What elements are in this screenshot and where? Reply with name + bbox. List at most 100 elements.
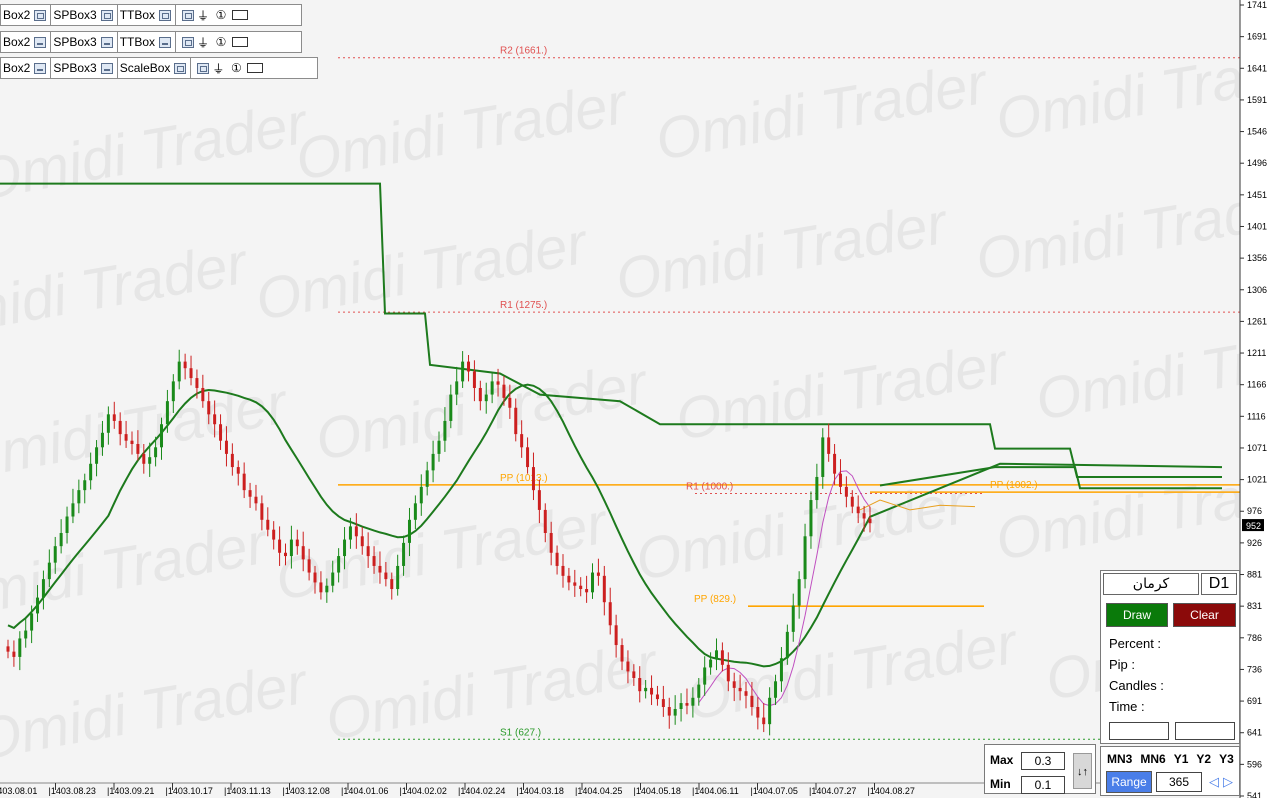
min-value-field[interactable]: 0.1 [1021,776,1065,794]
minimize-icon[interactable] [34,36,47,48]
restore-icon[interactable] [174,62,187,74]
minimize-icon[interactable] [100,36,113,48]
period-y3[interactable]: Y3 [1219,752,1234,766]
candle-body [531,467,535,491]
symbol-box: کرمان [1103,573,1199,595]
period-y1[interactable]: Y1 [1173,752,1189,766]
x-tick-label: |1404.03.18 [517,786,564,796]
restore-icon[interactable] [197,62,210,74]
candle-body [549,532,553,553]
candle-body [95,447,99,464]
candle-body [833,453,837,474]
candle-body [626,661,630,672]
range-value-field[interactable]: 365 [1156,772,1202,792]
max-label: Max [990,753,1014,767]
toolbar-box-spbox3[interactable]: SPBox3 [51,5,118,25]
toolbar-box-label: TTBox [119,35,156,49]
candles-label: Candles : [1109,678,1164,693]
restore-icon[interactable] [182,9,195,21]
clock-icon[interactable]: ① [231,61,242,75]
toolbar-box-scalebox[interactable]: ScaleBox [118,58,192,78]
period-mn3[interactable]: MN3 [1107,752,1133,766]
candle-body [201,387,205,402]
range-button[interactable]: Range [1106,771,1152,793]
time-end-field[interactable] [1175,722,1235,740]
restore-icon[interactable] [100,9,113,21]
candle-body [644,687,648,692]
range-next-icon[interactable]: ▷ [1223,774,1233,789]
price-axis: 1741 1691 1641 1591 1546 1496 1451 1401 1356 1306… [1239,0,1280,798]
candle-body [697,684,701,698]
candle-body [431,453,435,471]
time-start-field[interactable] [1109,722,1169,740]
max-value-field[interactable]: 0.3 [1021,752,1065,770]
candle-body [354,526,358,537]
candle-body [254,496,258,504]
candle-body [585,589,589,593]
toolbar-box-ttbox[interactable]: TTBox [118,32,177,52]
range-panel: MN3 MN6 Y1 Y2 Y3 Range 365 ◁ ▷ [1100,746,1240,796]
y-tick-label: 1546 [1247,127,1267,137]
timeframe-box[interactable]: D1 [1201,573,1237,595]
restore-icon[interactable] [159,9,172,21]
sort-icon: ↓↑ [1077,766,1088,778]
clear-button[interactable]: Clear [1173,603,1236,627]
candle-body [526,447,530,468]
candle-body [319,582,323,593]
period-y2[interactable]: Y2 [1196,752,1212,766]
y-tick-label: 736 [1247,664,1262,674]
y-tick-label: 1451 [1247,190,1267,200]
candle-body [224,440,228,454]
candle-body [366,546,370,557]
candles [6,349,872,736]
watermark-text: Omidi Trader [651,50,994,172]
period-mn6[interactable]: MN6 [1140,752,1166,766]
filter-icon[interactable]: ⏚ [197,8,210,23]
filter-icon[interactable]: ⏚ [212,61,225,76]
candle-body [12,651,16,657]
toolbar-box-label: SPBox3 [53,35,97,49]
y-tick-label: 1641 [1247,63,1267,73]
toolbar-box-box2[interactable]: Box2 [1,58,52,78]
minimize-icon[interactable] [100,62,113,74]
toolbar-box-box2[interactable]: Box2 [1,32,52,52]
clock-icon[interactable]: ① [215,8,227,22]
draw-panel: کرمان D1 Draw Clear Percent : Pip : Cand… [1100,570,1240,744]
restore-icon[interactable] [182,36,195,48]
toolbar-box-ttbox[interactable]: TTBox [118,5,177,25]
candle-body [720,650,724,665]
candle-body [207,401,211,415]
candle-body [785,631,789,659]
clock-icon[interactable]: ① [215,35,227,49]
candle-body [100,432,104,448]
indicator-lines [0,182,1223,707]
candle-body [803,536,807,580]
y-tick-label: 1116 [1247,411,1266,421]
draw-button[interactable]: Draw [1106,603,1168,627]
range-prev-icon[interactable]: ◁ [1209,774,1219,789]
minimize-icon[interactable] [34,62,47,74]
pivot-label: R2 (1661.) [500,46,547,57]
candle-body [53,546,57,563]
folder-icon[interactable] [247,63,264,73]
candle-body [632,671,636,679]
toolbar-box-box2[interactable]: Box2 [1,5,52,25]
scale-toggle-button[interactable]: ↓↑ [1073,753,1092,789]
candle-body [543,509,547,533]
folder-icon[interactable] [232,10,249,20]
candle-body [514,407,518,435]
candle-body [384,572,388,580]
y-tick-label: 1496 [1247,158,1267,168]
toolbar-box-spbox3[interactable]: SPBox3 [51,32,118,52]
candle-body [242,473,246,491]
toolbar-box-spbox3[interactable]: SPBox3 [51,58,118,78]
candle-body [437,440,441,454]
folder-icon[interactable] [232,37,249,47]
watermark-text: Omidi Trader [681,610,1024,732]
filter-icon[interactable]: ⏚ [197,35,210,50]
restore-icon[interactable] [34,9,47,21]
minimize-icon[interactable] [159,36,172,48]
watermark-text: Omidi Trader [0,510,274,632]
watermark-text: Omidi Trader [971,170,1280,292]
